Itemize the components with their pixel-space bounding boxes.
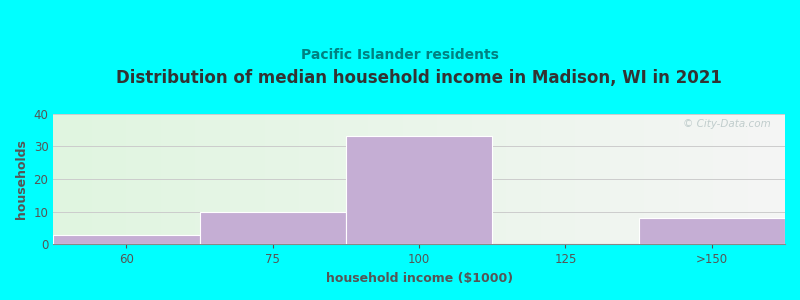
X-axis label: household income ($1000): household income ($1000) bbox=[326, 272, 513, 285]
Text: Pacific Islander residents: Pacific Islander residents bbox=[301, 48, 499, 62]
Bar bbox=[346, 136, 492, 244]
Bar bbox=[638, 218, 785, 244]
Y-axis label: households: households bbox=[15, 139, 28, 219]
Bar bbox=[200, 212, 346, 244]
Title: Distribution of median household income in Madison, WI in 2021: Distribution of median household income … bbox=[116, 69, 722, 87]
Bar bbox=[54, 235, 200, 244]
Text: © City-Data.com: © City-Data.com bbox=[682, 119, 770, 129]
